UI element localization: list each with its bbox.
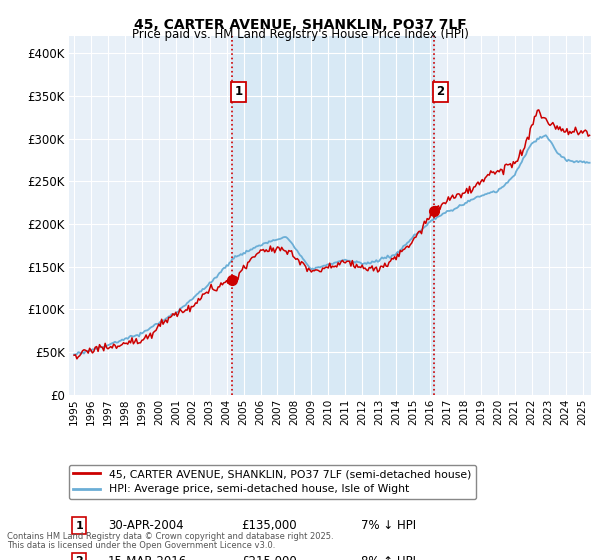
Text: 30-APR-2004: 30-APR-2004 bbox=[108, 519, 184, 532]
Text: £215,000: £215,000 bbox=[241, 555, 297, 560]
Bar bbox=[232, 36, 434, 395]
Text: This data is licensed under the Open Government Licence v3.0.: This data is licensed under the Open Gov… bbox=[7, 541, 275, 550]
Text: 2: 2 bbox=[436, 85, 444, 99]
Text: 8% ↑ HPI: 8% ↑ HPI bbox=[361, 555, 416, 560]
Text: 45, CARTER AVENUE, SHANKLIN, PO37 7LF: 45, CARTER AVENUE, SHANKLIN, PO37 7LF bbox=[134, 18, 466, 32]
Text: 7% ↓ HPI: 7% ↓ HPI bbox=[361, 519, 416, 532]
Text: Contains HM Land Registry data © Crown copyright and database right 2025.: Contains HM Land Registry data © Crown c… bbox=[7, 532, 334, 541]
Text: 1: 1 bbox=[75, 521, 83, 531]
Text: Price paid vs. HM Land Registry's House Price Index (HPI): Price paid vs. HM Land Registry's House … bbox=[131, 28, 469, 41]
Text: £135,000: £135,000 bbox=[241, 519, 297, 532]
Text: 1: 1 bbox=[235, 85, 243, 99]
Text: 2: 2 bbox=[75, 557, 83, 560]
Text: 15-MAR-2016: 15-MAR-2016 bbox=[108, 555, 187, 560]
Legend: 45, CARTER AVENUE, SHANKLIN, PO37 7LF (semi-detached house), HPI: Average price,: 45, CARTER AVENUE, SHANKLIN, PO37 7LF (s… bbox=[69, 465, 476, 499]
